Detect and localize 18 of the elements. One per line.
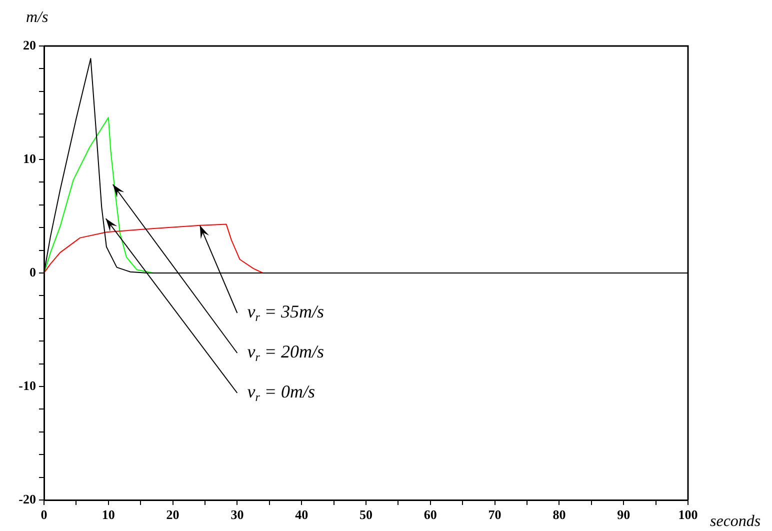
x-tick-label: 90	[617, 507, 630, 522]
y-tick-label: 0	[30, 264, 36, 280]
x-tick-label: 80	[552, 507, 566, 522]
x-tick-label: 10	[102, 507, 115, 522]
x-tick-label: 100	[678, 507, 698, 522]
x-tick-label: 50	[360, 507, 372, 522]
y-tick-label: 20	[23, 37, 36, 52]
x-tick-label: 70	[488, 507, 502, 522]
x-tick-label: 20	[166, 507, 180, 522]
x-tick-label: 0	[40, 507, 48, 522]
y-tick-label: -10	[18, 378, 36, 393]
y-tick-label: 10	[23, 150, 36, 166]
x-tick-label: 60	[424, 507, 437, 522]
y-tick-label: -20	[18, 491, 36, 506]
y-axis-title: m/s	[26, 9, 48, 26]
x-tick-label: 40	[295, 507, 308, 522]
x-axis-title: seconds	[710, 513, 761, 530]
x-tick-label: 30	[230, 507, 244, 522]
